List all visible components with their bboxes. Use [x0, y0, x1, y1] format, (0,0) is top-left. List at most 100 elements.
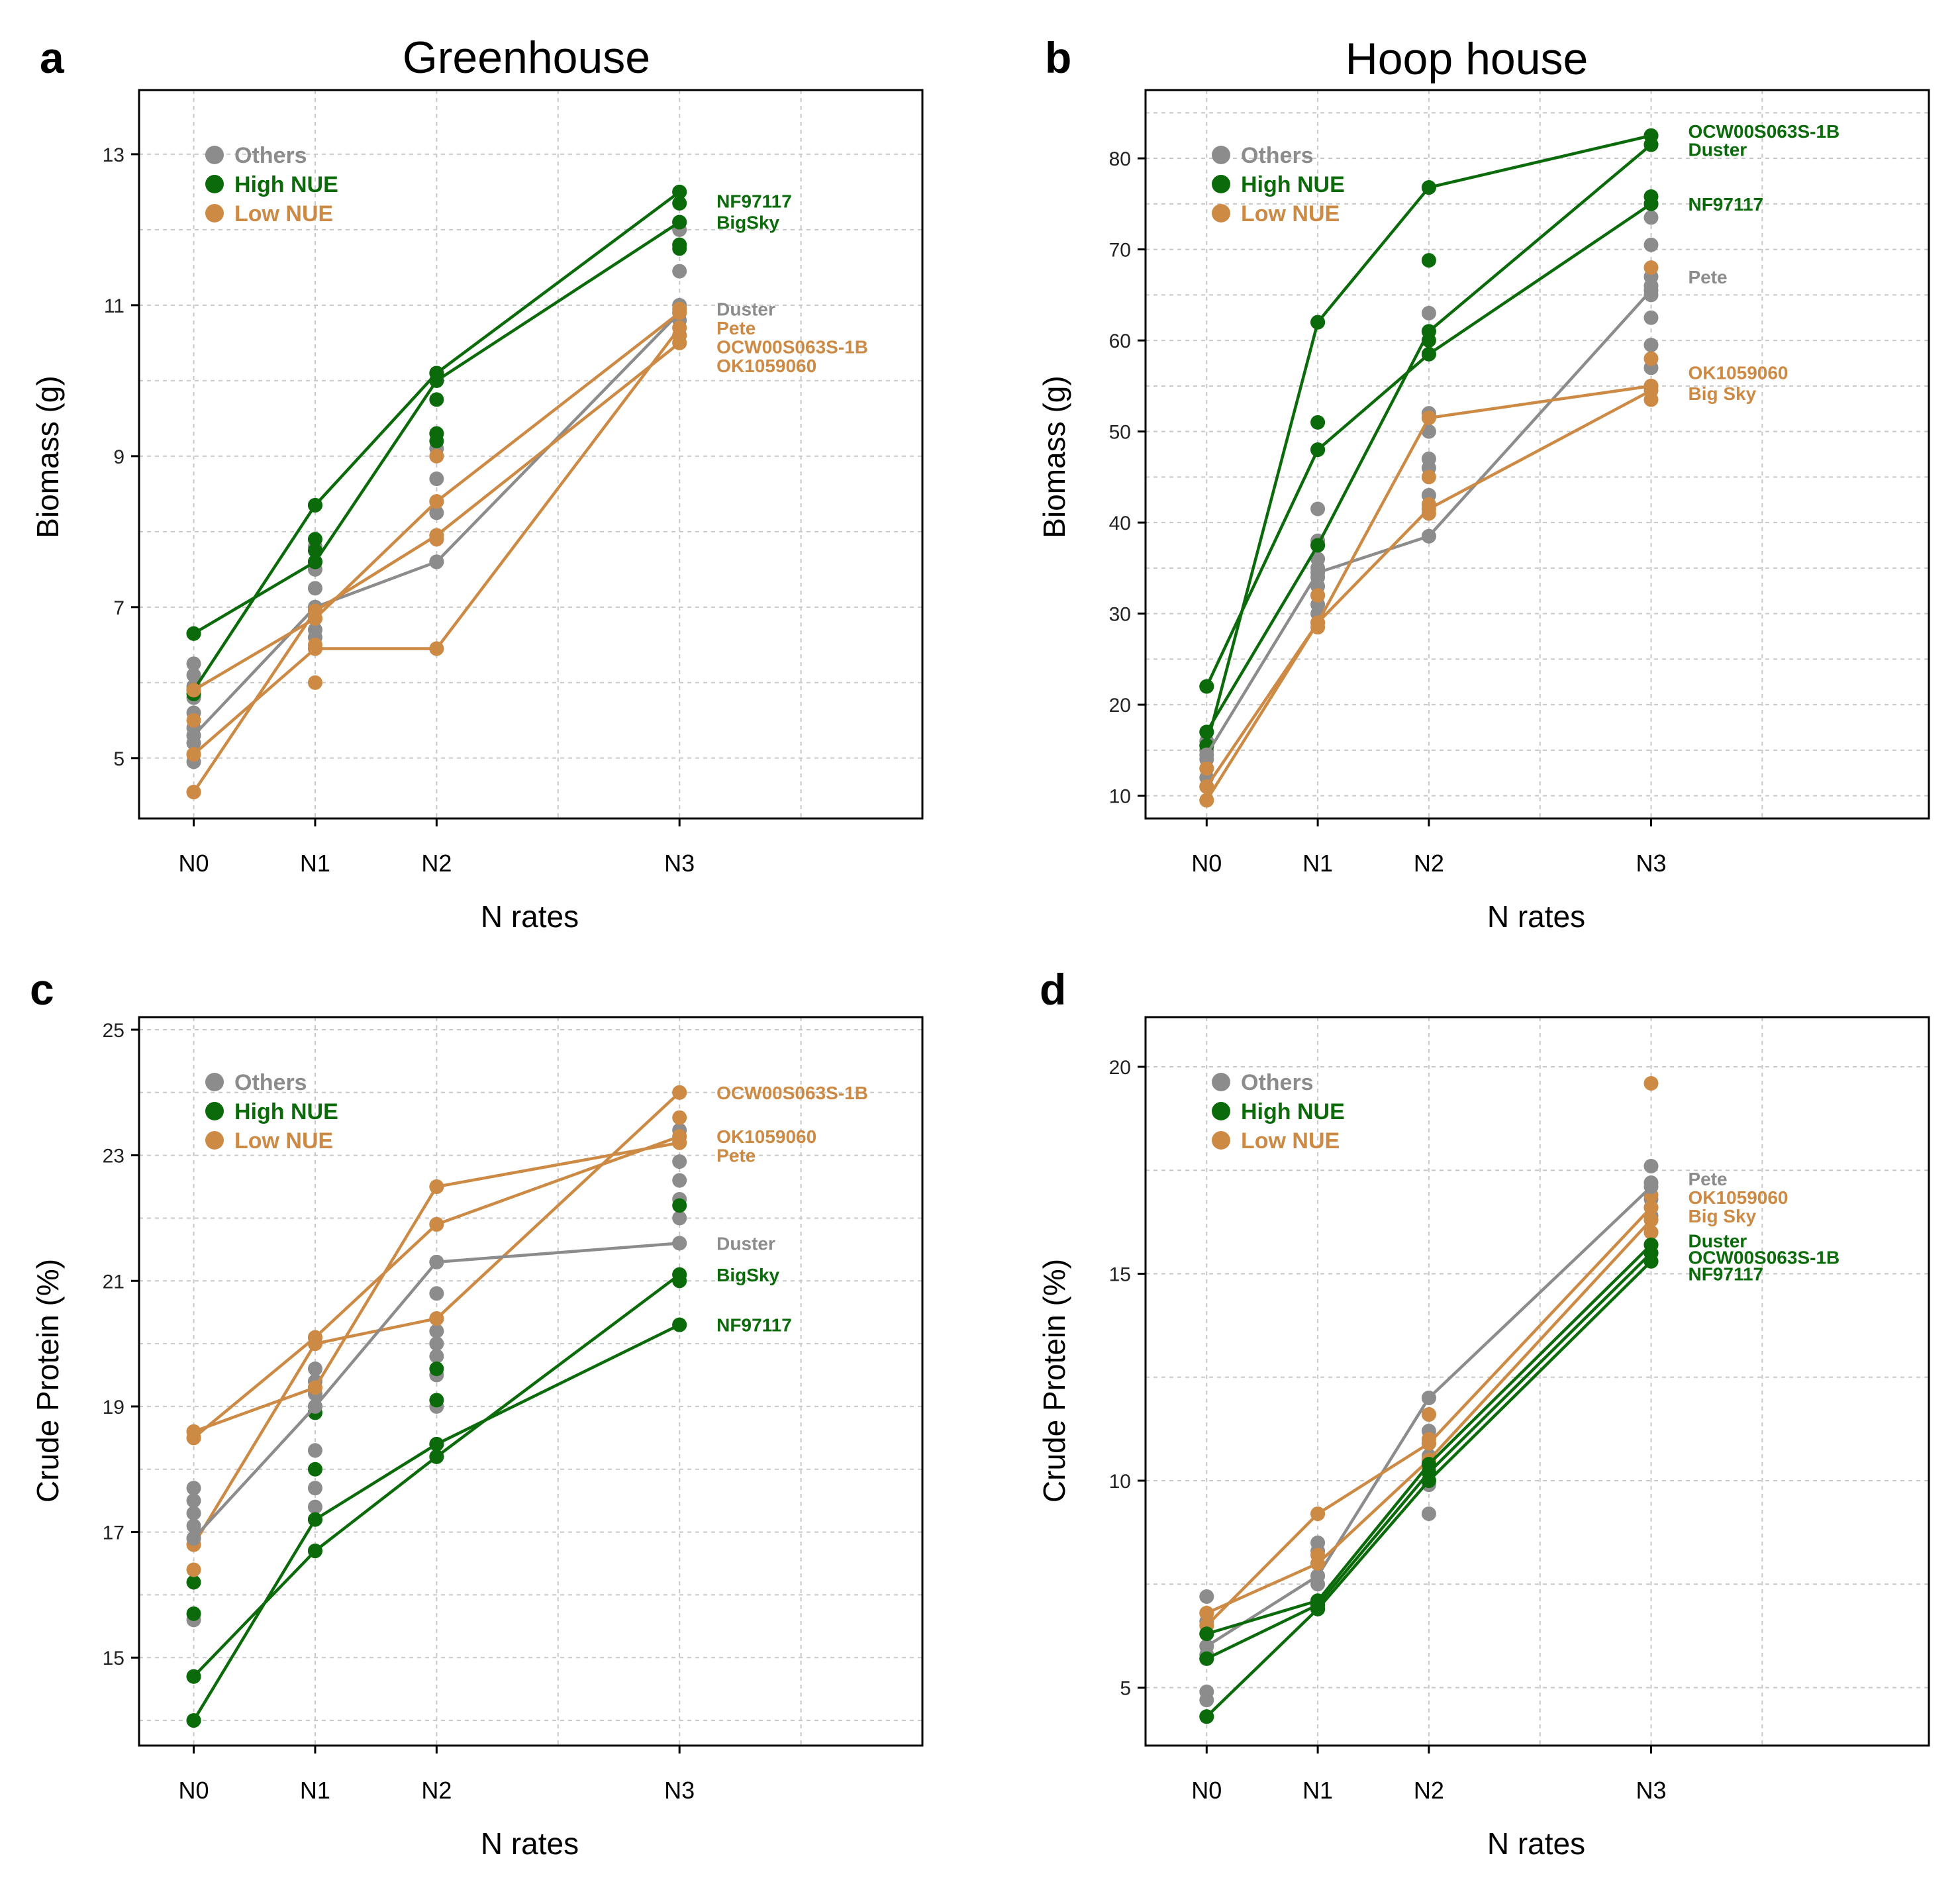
plot-frame: [138, 1016, 924, 1747]
legend-marker-high-nue: [1212, 1102, 1230, 1120]
series-line-pete: [193, 311, 681, 692]
series-point: [1199, 1651, 1214, 1666]
series-point: [672, 215, 687, 230]
x-tick-label: N2: [421, 1777, 452, 1804]
point-low-nue: [1643, 260, 1659, 275]
series-point: [429, 1449, 444, 1464]
x-tick-label: N1: [1302, 1777, 1333, 1804]
series-point: [307, 1330, 322, 1345]
x-axis: N0 N1 N2 N3: [179, 818, 695, 877]
y-tick-label: 5: [113, 748, 124, 770]
x-tick-label: N0: [179, 1777, 209, 1804]
series-point: [1199, 679, 1214, 694]
x-tick-label: N3: [664, 1777, 695, 1804]
panel-c: c Crude Protein (%) N rates 15 17 19 21 23 25…: [30, 965, 924, 1861]
series-line-ok1059060: [1205, 1206, 1653, 1627]
point-high-nue: [186, 1606, 201, 1621]
series-point: [1643, 1254, 1659, 1269]
point-others: [672, 1154, 687, 1169]
panel-a-ylabel: Biomass (g): [30, 375, 65, 538]
point-low-nue: [672, 1110, 687, 1125]
series-point: [429, 1216, 444, 1232]
series-point: [429, 373, 444, 388]
series-point: [1310, 565, 1326, 580]
point-others: [1199, 1589, 1214, 1604]
point-high-nue: [672, 1198, 687, 1213]
series-line-pete: [1205, 289, 1653, 756]
series-point: [1421, 180, 1436, 195]
series-line-ocw00s063s-1b: [1205, 134, 1652, 746]
y-axis: 10 20 30 40 50 60 70 80: [1109, 148, 1146, 808]
series-point: [1421, 1436, 1436, 1451]
legend-marker-others: [205, 1073, 224, 1091]
legend-label-others: Others: [234, 1070, 307, 1095]
series-point: [672, 305, 687, 321]
legend-marker-low-nue: [1212, 1131, 1230, 1150]
series-point: [186, 1430, 201, 1446]
series-point: [1643, 196, 1659, 211]
point-high-nue: [429, 392, 444, 407]
point-low-nue: [1199, 761, 1214, 776]
legend-marker-low-nue: [205, 1131, 224, 1150]
legend-marker-high-nue: [1212, 175, 1230, 193]
series-point: [1310, 1568, 1326, 1583]
x-tick-label: N3: [1636, 1777, 1666, 1804]
series-point: [1199, 793, 1214, 808]
series-line-pete: [193, 1135, 680, 1440]
legend-marker-others: [1212, 1073, 1230, 1091]
series-line-big-sky: [1205, 389, 1652, 788]
legend-label-high-nue: High NUE: [234, 172, 338, 197]
series-point: [672, 184, 687, 199]
point-others: [1643, 1159, 1659, 1173]
x-tick-label: N2: [1414, 1777, 1444, 1804]
legend-label-others: Others: [234, 143, 307, 168]
line-label: Pete: [716, 1146, 756, 1166]
line-label: Duster: [1688, 1231, 1747, 1252]
point-high-nue: [672, 241, 687, 256]
line-label: OK1059060: [716, 1126, 816, 1147]
panel-d-ylabel: Crude Protein (%): [1037, 1259, 1071, 1503]
series-point: [672, 1129, 687, 1144]
series-line-ok1059060: [193, 1141, 680, 1433]
grid: [1146, 1017, 1929, 1746]
series-point: [1310, 615, 1326, 630]
line-label: Duster: [716, 299, 775, 320]
series-point: [1199, 1709, 1214, 1724]
line-label: OK1059060: [1688, 362, 1788, 383]
legend-marker-high-nue: [205, 1102, 224, 1120]
panel-b-plot-area: 10 20 30 40 50 60 70 80 N0 N1 N2 N3 OCW00S063S-1BDus…: [1109, 89, 1930, 877]
point-others: [429, 1349, 444, 1364]
point-high-nue: [429, 1361, 444, 1377]
line-label: NF97117: [716, 1315, 792, 1336]
line-label: OCW00S063S-1B: [716, 1083, 868, 1103]
point-low-nue: [1643, 1076, 1659, 1091]
series-point: [307, 1512, 322, 1527]
line-label: Big Sky: [1688, 1206, 1756, 1226]
line-label: Pete: [1688, 1169, 1727, 1189]
y-tick-label: 13: [103, 144, 124, 166]
legend-marker-others: [1212, 146, 1230, 164]
point-high-nue: [429, 1393, 444, 1408]
y-tick-label: 10: [1109, 786, 1131, 808]
line-label: BigSky: [716, 212, 779, 232]
legend-marker-low-nue: [205, 204, 224, 222]
series-point: [1199, 1639, 1214, 1654]
y-tick-label: 15: [103, 1648, 124, 1669]
series-point: [429, 494, 444, 509]
point-others: [429, 1286, 444, 1301]
point-low-nue: [1310, 588, 1326, 603]
point-others: [429, 505, 444, 520]
series-point: [307, 1380, 322, 1395]
point-low-nue: [186, 1562, 201, 1577]
x-tick-label: N0: [1191, 1777, 1222, 1804]
x-tick-label: N0: [179, 850, 209, 877]
point-others: [1643, 310, 1659, 325]
point-others: [186, 656, 201, 671]
y-tick-label: 17: [103, 1522, 124, 1544]
point-low-nue: [186, 713, 201, 728]
point-others: [186, 1493, 201, 1508]
y-axis: 5 7 9 11 13: [103, 144, 139, 770]
